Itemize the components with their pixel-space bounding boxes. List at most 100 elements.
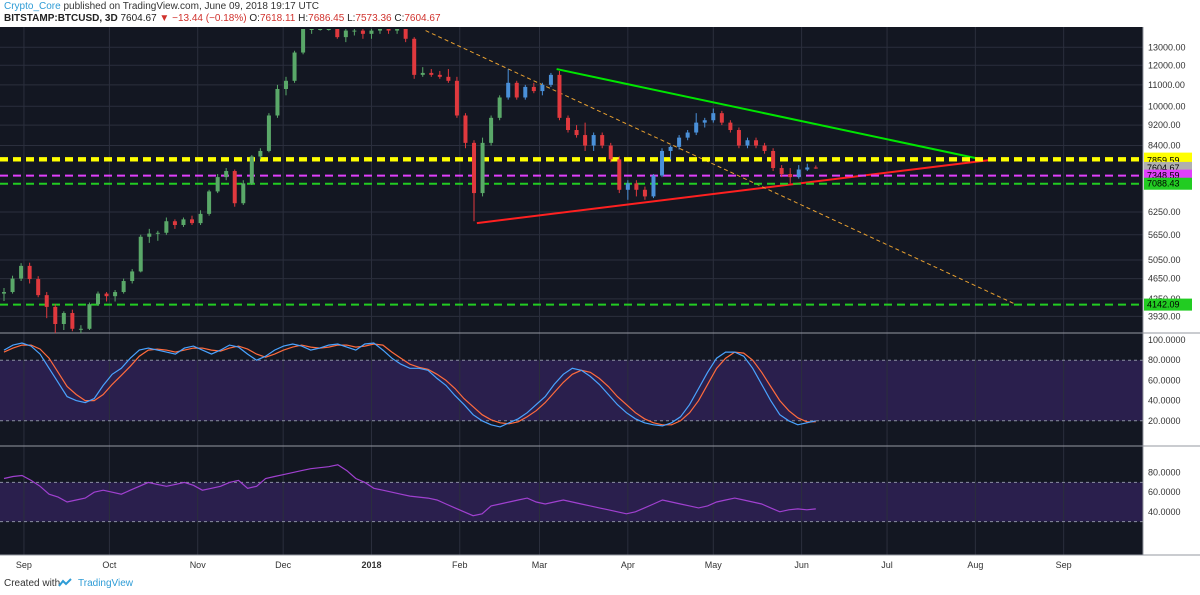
y-tick-label: 9200.00 xyxy=(1148,120,1181,130)
candle-body xyxy=(241,183,246,204)
candle-body xyxy=(540,84,545,92)
candle-body xyxy=(309,29,314,30)
candle-body xyxy=(454,80,459,116)
candle-body xyxy=(617,159,622,190)
rsi-tick-label: 40.0000 xyxy=(1148,507,1181,517)
candle-body xyxy=(574,130,579,136)
candle-body xyxy=(36,279,41,296)
candle-body xyxy=(249,156,254,184)
y-tick-label: 3930.00 xyxy=(1148,311,1181,321)
x-tick-label: Mar xyxy=(532,560,548,570)
candle-body xyxy=(446,76,451,81)
candle-body xyxy=(668,146,673,151)
last-price: 7604.67 xyxy=(120,13,157,24)
candle-body xyxy=(771,150,776,169)
trendline-resistance xyxy=(556,68,979,160)
candle-body xyxy=(284,80,289,89)
stoch-tick-label: 60.0000 xyxy=(1148,375,1181,385)
candle-body xyxy=(788,174,793,178)
chart-area[interactable]: Sep Oct Nov Dec 2018 Feb Mar Apr May Jun Jul Aug Sep… xyxy=(0,27,1200,573)
price-label: 7348.59 xyxy=(1147,171,1180,181)
candle-body xyxy=(53,306,58,324)
candle-body xyxy=(113,292,118,297)
low-value: 7573.36 xyxy=(355,13,392,24)
candle-body xyxy=(2,292,6,294)
chart-svg[interactable]: Sep Oct Nov Dec 2018 Feb Mar Apr May Jun Jul Aug Sep… xyxy=(0,27,1200,573)
footer: Created with TradingView xyxy=(0,573,1200,595)
candle-body xyxy=(805,167,810,170)
x-tick-label: Feb xyxy=(452,560,468,570)
candle-body xyxy=(360,30,365,34)
close-value: 7604.67 xyxy=(404,13,441,24)
x-tick-label: Sep xyxy=(16,560,32,570)
candle-body xyxy=(566,117,571,131)
y-tick-label: 4650.00 xyxy=(1148,274,1181,284)
tradingview-logo-icon xyxy=(58,578,72,587)
candle-body xyxy=(19,265,24,279)
candle-body xyxy=(600,135,605,146)
tradingview-brand[interactable]: TradingView xyxy=(78,578,134,589)
y-tick-label: 5050.00 xyxy=(1148,255,1181,265)
y-tick-label: 12000.00 xyxy=(1148,60,1186,70)
stoch-band xyxy=(0,360,1143,421)
x-tick-label: Aug xyxy=(967,560,983,570)
candle-body xyxy=(403,29,408,39)
candle-body xyxy=(207,191,212,214)
stoch-tick-label: 20.0000 xyxy=(1148,416,1181,426)
candle-body xyxy=(685,132,690,138)
publisher-line: Crypto_Core published on TradingView.com… xyxy=(4,1,319,12)
candle-body xyxy=(583,135,588,146)
candle-body xyxy=(138,236,143,272)
candle-body xyxy=(181,219,186,226)
candle-body xyxy=(130,271,135,282)
candle-body xyxy=(677,137,682,147)
candle-body xyxy=(608,145,613,160)
candle-body xyxy=(395,29,400,31)
candle-body xyxy=(472,142,477,194)
candle-body xyxy=(651,175,656,197)
candle-body xyxy=(386,29,391,31)
low-label: L: xyxy=(347,13,356,24)
price-label: 7604.67 xyxy=(1147,163,1180,173)
candle-body xyxy=(634,183,639,190)
candle-body xyxy=(224,171,229,178)
candle-body xyxy=(266,115,271,151)
candle-body xyxy=(548,74,553,85)
price-label: 7088.43 xyxy=(1147,179,1180,189)
price-change: ▼ −13.44 (−0.18%) xyxy=(159,13,247,24)
rsi-line xyxy=(3,464,816,517)
high-value: 7686.45 xyxy=(308,13,345,24)
x-tick-label: Nov xyxy=(190,560,207,570)
y-tick-label: 8400.00 xyxy=(1148,141,1181,151)
candle-body xyxy=(591,135,596,146)
candle-body xyxy=(155,232,160,234)
candle-body xyxy=(557,74,562,118)
symbol-label: BITSTAMP:BTCUSD, 3D xyxy=(4,13,118,24)
candle-body xyxy=(326,29,331,30)
candle-body xyxy=(489,117,494,143)
rsi-tick-label: 80.0000 xyxy=(1148,468,1181,478)
candle-body xyxy=(147,233,152,237)
author-link[interactable]: Crypto_Core xyxy=(4,1,61,12)
stoch-d-line xyxy=(3,343,816,426)
candle-body xyxy=(292,52,297,81)
price-label-box xyxy=(1144,298,1192,311)
candle-body xyxy=(429,72,434,75)
candle-body xyxy=(70,313,75,329)
candle-body xyxy=(198,213,203,224)
x-tick-label: Jul xyxy=(881,560,893,570)
candle-body xyxy=(480,142,485,194)
candle-body xyxy=(728,122,733,131)
price-label: 4142.09 xyxy=(1147,300,1180,310)
y-tick-label: 11000.00 xyxy=(1148,80,1185,90)
y-tick-label: 10000.00 xyxy=(1148,101,1186,111)
candle-body xyxy=(164,221,169,233)
candle-body xyxy=(745,140,750,146)
candle-body xyxy=(711,113,716,121)
candle-body xyxy=(719,113,724,123)
stoch-tick-label: 100.0000 xyxy=(1148,335,1186,345)
candle-body xyxy=(694,122,699,133)
y-tick-label: 6250.00 xyxy=(1148,207,1181,217)
candle-body xyxy=(172,221,177,226)
quote-line: BITSTAMP:BTCUSD, 3D 7604.67 ▼ −13.44 (−0… xyxy=(4,13,441,24)
